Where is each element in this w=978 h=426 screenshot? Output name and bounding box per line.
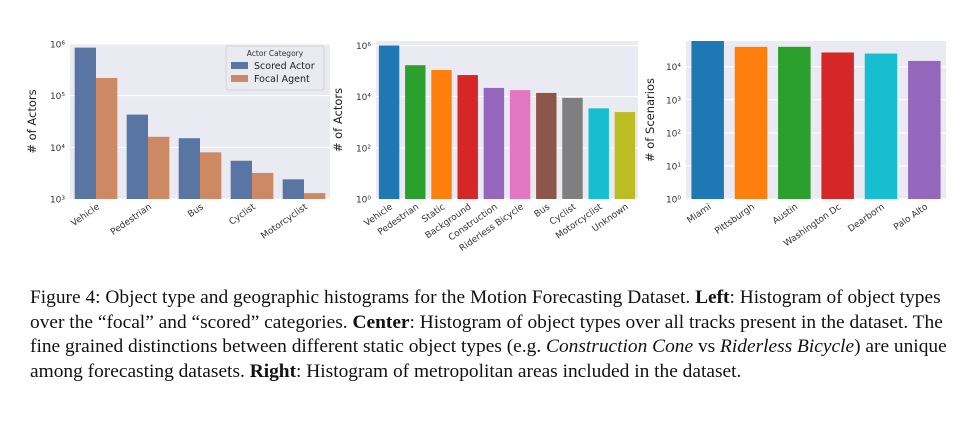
bar-austin [778,46,811,199]
x-tick-label-austin: Austin [771,202,800,226]
bar-scored-actor-bus [178,138,200,199]
x-tick-label-vehicle: Vehicle [70,202,102,229]
bar-background [457,75,478,199]
bar-scored-actor-vehicle [74,47,96,199]
bar-focal-agent-vehicle [96,77,118,199]
chart-panel-3: 10⁰ 10¹ 10² 10³ 10⁴ # of Scenarios Miami Pittsb… [643,41,946,249]
caption-lead: Figure 4: Object type and geographic his… [30,287,696,308]
bar-miami [691,41,724,199]
legend-title: Actor Category [247,49,304,58]
bar-focal-agent-motorcyclist [304,193,326,199]
caption-italic-construction-cone: Construction Cone [546,336,694,357]
chart-panel-1: 10³ 10⁴ 10⁵ 10⁶ # of Actors Vehicle Pedestrian… [25,41,330,242]
figure-panels: 10³ 10⁴ 10⁵ 10⁶ # of Actors Vehicle Pedestrian… [25,41,946,254]
bar-unknown [614,112,636,199]
x-tick-label-bus: Bus [186,202,206,220]
bar-bus [536,92,557,199]
x-tick-label-pittsburgh: Pittsburgh [713,202,756,236]
y-tick-label: 10⁵ [50,92,65,102]
bar-focal-agent-bus [200,152,222,199]
legend-label-focal-agent: Focal Agent [254,74,310,85]
y-axis-label: # of Actors [25,89,39,153]
bar-vehicle [378,45,400,200]
bar-motorcyclist [588,108,609,199]
y-tick-label: 10³ [666,96,681,106]
legend-box [225,45,325,91]
x-tick-label-dearborn: Dearborn [846,202,886,234]
bar-riderless-bicycle [509,90,531,199]
legend-swatch-focal-agent [231,75,248,82]
bar-focal-agent-pedestrian [148,136,170,199]
caption-left-label: Left [695,287,730,308]
bar-palo-alto [908,60,941,199]
caption-left-text: : Histogram of object types over the “fo… [30,287,941,333]
figure-caption: Figure 4: Object type and geographic his… [30,286,960,384]
y-axis-label: # of Scenarios [643,78,657,162]
caption-right-label: Right [249,360,297,382]
bar-scored-actor-pedestrian [126,114,148,199]
y-tick-label: 10² [356,144,371,154]
bar-construction [483,87,505,199]
bar-cyclist [562,97,583,199]
caption-right-text: : Histogram of metropolitan areas includ… [296,360,742,382]
y-tick-label: 10⁴ [50,144,65,154]
plot-area [686,41,946,199]
legend-label-scored-actor: Scored Actor [254,61,315,72]
y-tick-label: 10² [666,129,681,139]
x-tick-label-pedestrian: Pedestrian [109,202,154,237]
caption-after-text: ) are unique among forecasting datasets. [30,336,947,382]
y-tick-label: 10⁶ [356,42,371,52]
bar-scored-actor-cyclist [230,160,252,199]
x-tick-label-cyclist: Cyclist [228,202,259,228]
y-tick-label: 10¹ [666,162,681,172]
caption-vs: vs [693,336,721,357]
bar-dearborn [864,53,898,200]
y-tick-label: 10⁰ [666,196,681,206]
y-tick-label: 10⁴ [666,63,681,73]
bar-scored-actor-motorcyclist [282,179,304,199]
bar-pittsburgh [734,46,768,199]
y-tick-label: 10⁰ [356,196,371,206]
legend: Actor Category Scored Actor Focal Agent [225,45,325,91]
y-axis-label: # of Actors [331,88,345,152]
bar-washington-dc [821,52,854,199]
x-tick-label-palo-alto: Palo Alto [892,202,930,233]
y-tick-label: 10³ [50,196,65,206]
y-tick-label: 10⁴ [356,93,371,103]
bar-focal-agent-cyclist [252,172,274,199]
y-tick-label: 10⁶ [50,41,65,51]
caption-center-text: : Histogram of object types over all tra… [30,311,943,358]
caption-italic-riderless-bicycle: Riderless Bicycle [720,336,855,357]
x-tick-label-miami: Miami [685,202,713,226]
legend-swatch-scored-actor [231,62,248,69]
bar-static [431,70,452,200]
caption-center-label: Center [352,311,410,333]
x-tick-label-motorcyclist: Motorcyclist [260,202,311,242]
bar-pedestrian [405,65,426,199]
